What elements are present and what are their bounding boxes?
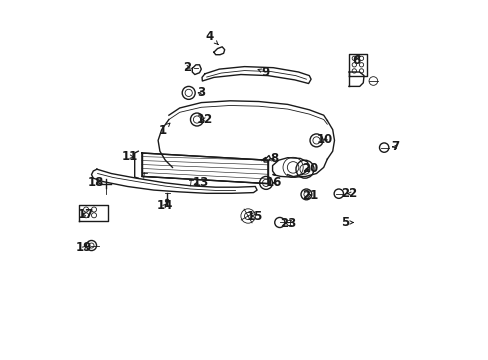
- Text: 5: 5: [341, 216, 352, 229]
- Text: 8: 8: [269, 152, 278, 165]
- Text: 20: 20: [301, 162, 318, 175]
- Circle shape: [165, 199, 168, 203]
- Text: 2: 2: [183, 61, 191, 74]
- Text: 15: 15: [246, 210, 263, 222]
- Text: 14: 14: [156, 199, 172, 212]
- Text: 6: 6: [351, 54, 360, 67]
- Text: 10: 10: [316, 133, 332, 146]
- Text: 23: 23: [280, 217, 296, 230]
- Text: 4: 4: [204, 30, 218, 45]
- Text: 19: 19: [76, 241, 92, 254]
- Text: 21: 21: [301, 189, 318, 202]
- Text: 12: 12: [196, 113, 213, 126]
- Text: 9: 9: [258, 66, 269, 78]
- Text: 13: 13: [192, 176, 208, 189]
- Text: 18: 18: [88, 176, 104, 189]
- Text: 11: 11: [122, 150, 138, 163]
- Text: 22: 22: [341, 187, 357, 200]
- Text: 17: 17: [77, 208, 93, 221]
- Text: 3: 3: [197, 86, 205, 99]
- Text: 16: 16: [265, 176, 282, 189]
- Text: 7: 7: [391, 140, 399, 153]
- Text: 1: 1: [158, 123, 169, 137]
